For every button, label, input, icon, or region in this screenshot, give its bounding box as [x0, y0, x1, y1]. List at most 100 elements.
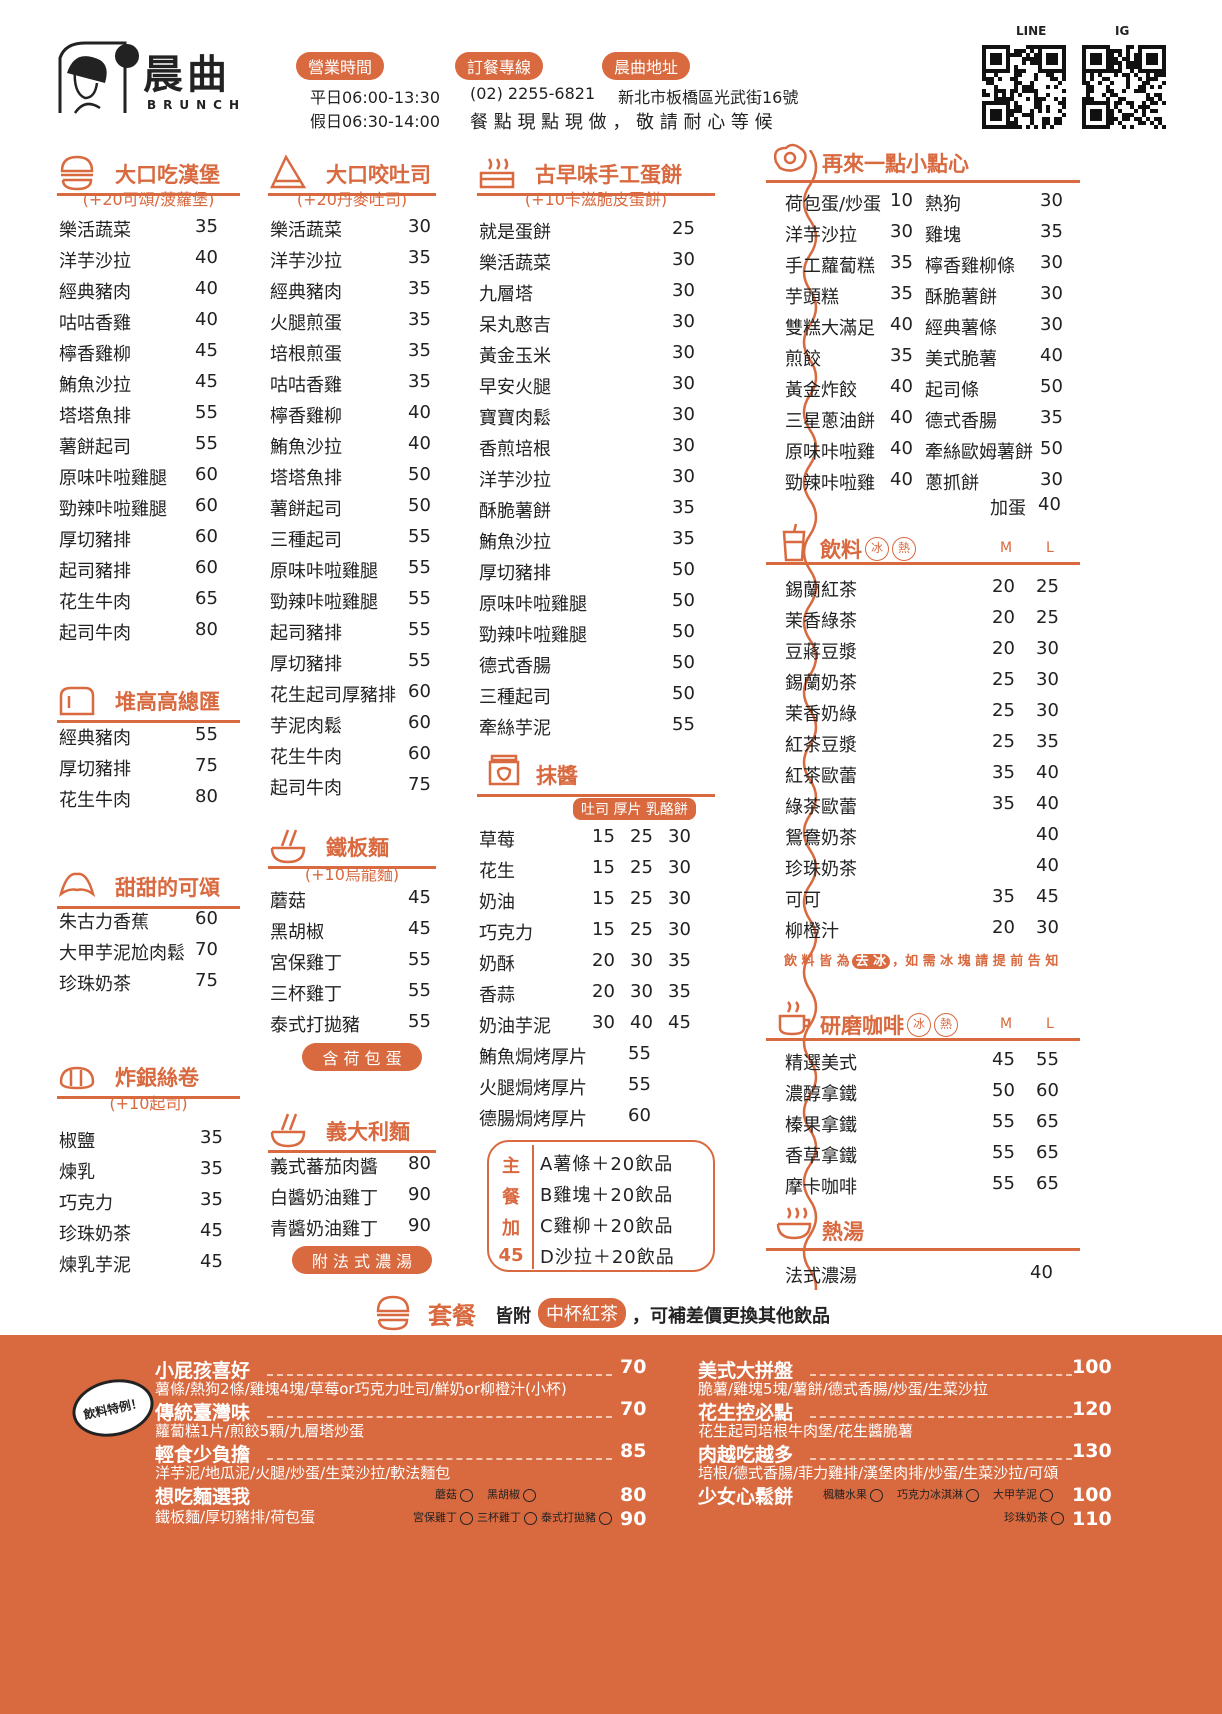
section-divider — [268, 193, 436, 196]
ig-qr-code[interactable] — [1082, 45, 1166, 129]
menu-item-price: 55 — [408, 526, 431, 547]
qr-line-label: LINE — [1016, 24, 1047, 38]
set-meal-highlight: 中杯紅茶 — [538, 1298, 626, 1328]
spread-item-name: 草莓 — [479, 830, 515, 851]
menu-item-name: 巧克力 — [59, 1193, 113, 1214]
spread-item-price: 30 — [668, 857, 691, 878]
option-radio[interactable] — [599, 1511, 612, 1525]
option-radio[interactable] — [460, 1488, 473, 1502]
menu-item-name: 洋芋沙拉 — [270, 251, 342, 272]
bread-icon — [59, 686, 95, 716]
menu-item-price: 50 — [672, 652, 695, 673]
snack-name: 黃金炸餃 — [785, 380, 857, 401]
soup-bowl-icon — [776, 1207, 812, 1240]
menu-item-price: 40 — [195, 309, 218, 330]
set-meal-name: 少女心鬆餅 — [698, 1486, 794, 1508]
section-title-text: 研磨咖啡 — [820, 1014, 904, 1038]
menu-item-price: 70 — [195, 939, 218, 960]
hot-badge: 熱 — [934, 1013, 958, 1037]
size-m-label: M — [1000, 540, 1013, 556]
pasta-icon — [270, 1113, 306, 1148]
phone-number[interactable]: (02) 2255-6821 — [470, 84, 596, 103]
menu-item-price: 45 — [200, 1251, 223, 1272]
option-radio[interactable] — [524, 1511, 537, 1525]
menu-item-name: 薯餅起司 — [270, 499, 342, 520]
drink-price-l: 30 — [1036, 917, 1059, 938]
option-label: 巧克力冰淇淋 — [897, 1488, 963, 1501]
addon-option: C雞柳＋20飲品 — [540, 1216, 674, 1237]
option-radio[interactable] — [870, 1488, 883, 1502]
menu-item-name: 原味咔啦雞腿 — [59, 468, 167, 489]
drink-price-m: 25 — [992, 700, 1015, 721]
section-divider — [57, 193, 240, 196]
snack-name: 雞塊 — [925, 225, 961, 246]
menu-item-price: 75 — [195, 755, 218, 776]
menu-item-name: 起司牛肉 — [270, 778, 342, 799]
noodle-icon — [270, 829, 306, 864]
set-meal-price: 100 — [1072, 1356, 1112, 1378]
section-title: 堆高高總匯 — [115, 690, 220, 714]
set-meal-leader — [810, 1458, 1072, 1460]
size-l-label: L — [1046, 1016, 1054, 1032]
drink-name: 柳橙汁 — [785, 921, 839, 942]
menu-item-name: 檸香雞柳 — [270, 406, 342, 427]
menu-item-name: 樂活蔬菜 — [479, 253, 551, 274]
option-radio[interactable] — [460, 1511, 473, 1525]
hours-weekend: 假日06:30-14:00 — [310, 112, 440, 131]
burger-icon — [376, 1295, 410, 1331]
spread-size-header: 吐司 厚片 乳酪餅 — [573, 798, 696, 820]
section-title: 大口咬吐司 — [326, 163, 431, 187]
line-qr-code[interactable] — [982, 45, 1066, 129]
drink-price-m: 25 — [992, 731, 1015, 752]
menu-item-name: 青醬奶油雞丁 — [270, 1219, 378, 1240]
drink-price-m: 45 — [992, 1049, 1015, 1070]
option-radio[interactable] — [1051, 1511, 1064, 1525]
snack-name: 經典薯條 — [925, 318, 997, 339]
spread-item-price: 15 — [592, 888, 615, 909]
option-radio[interactable] — [523, 1488, 536, 1502]
drink-price-m: 55 — [992, 1142, 1015, 1163]
menu-item-name: 芋泥肉鬆 — [270, 716, 342, 737]
set-meal-price-2: 90 — [620, 1508, 647, 1530]
menu-item-name: 香煎培根 — [479, 439, 551, 460]
menu-item-price: 80 — [195, 786, 218, 807]
section-divider — [766, 1248, 1080, 1251]
menu-item-name: 黑胡椒 — [270, 922, 324, 943]
add-egg-price: 40 — [1038, 494, 1061, 515]
section-title: 熱湯 — [822, 1220, 864, 1244]
option-label: 楓糖水果 — [823, 1488, 867, 1501]
section-divider — [477, 193, 715, 196]
drink-name: 珍珠奶茶 — [785, 859, 857, 880]
option-radio[interactable] — [1040, 1488, 1053, 1502]
menu-item-name: 起司豬排 — [59, 561, 131, 582]
menu-item-price: 60 — [408, 681, 431, 702]
pancake-icon — [479, 158, 515, 189]
snack-price: 30 — [890, 221, 913, 242]
menu-item-name: 九層塔 — [479, 284, 533, 305]
snack-name: 荷包蛋/炒蛋 — [785, 194, 882, 215]
menu-item-price: 45 — [195, 371, 218, 392]
set-meal-lead: 皆附 — [495, 1306, 531, 1327]
set-meal-name: 肉越吃越多 — [698, 1444, 794, 1466]
menu-item-name: 厚切豬排 — [59, 759, 131, 780]
menu-item-price: 45 — [200, 1220, 223, 1241]
snack-price: 40 — [890, 376, 913, 397]
addon-option: A薯條＋20飲品 — [540, 1154, 674, 1175]
addon-option: B雞塊＋20飲品 — [540, 1185, 674, 1206]
menu-item-name: 寶寶肉鬆 — [479, 408, 551, 429]
snack-name: 洋芋沙拉 — [785, 225, 857, 246]
hot-badge: 熱 — [892, 537, 916, 561]
menu-item-name: 起司牛肉 — [59, 623, 131, 644]
option-radio[interactable] — [966, 1488, 979, 1502]
menu-item-name: 咕咕香雞 — [270, 375, 342, 396]
set-meal-desc: 蘿蔔糕1片/煎餃5顆/九層塔炒蛋 — [155, 1422, 365, 1440]
menu-item-name: 三杯雞丁 — [270, 984, 342, 1005]
set-meal-leader — [267, 1374, 612, 1376]
spread-item-price: 30 — [668, 888, 691, 909]
snack-name: 酥脆薯餅 — [925, 287, 997, 308]
spread-item-price: 40 — [630, 1012, 653, 1033]
menu-item-name: 經典豬肉 — [270, 282, 342, 303]
menu-item-name: 原味咔啦雞腿 — [479, 594, 587, 615]
set-meal-desc: 花生起司培根牛肉堡/花生醬脆薯 — [698, 1422, 914, 1440]
snack-price: 35 — [890, 252, 913, 273]
